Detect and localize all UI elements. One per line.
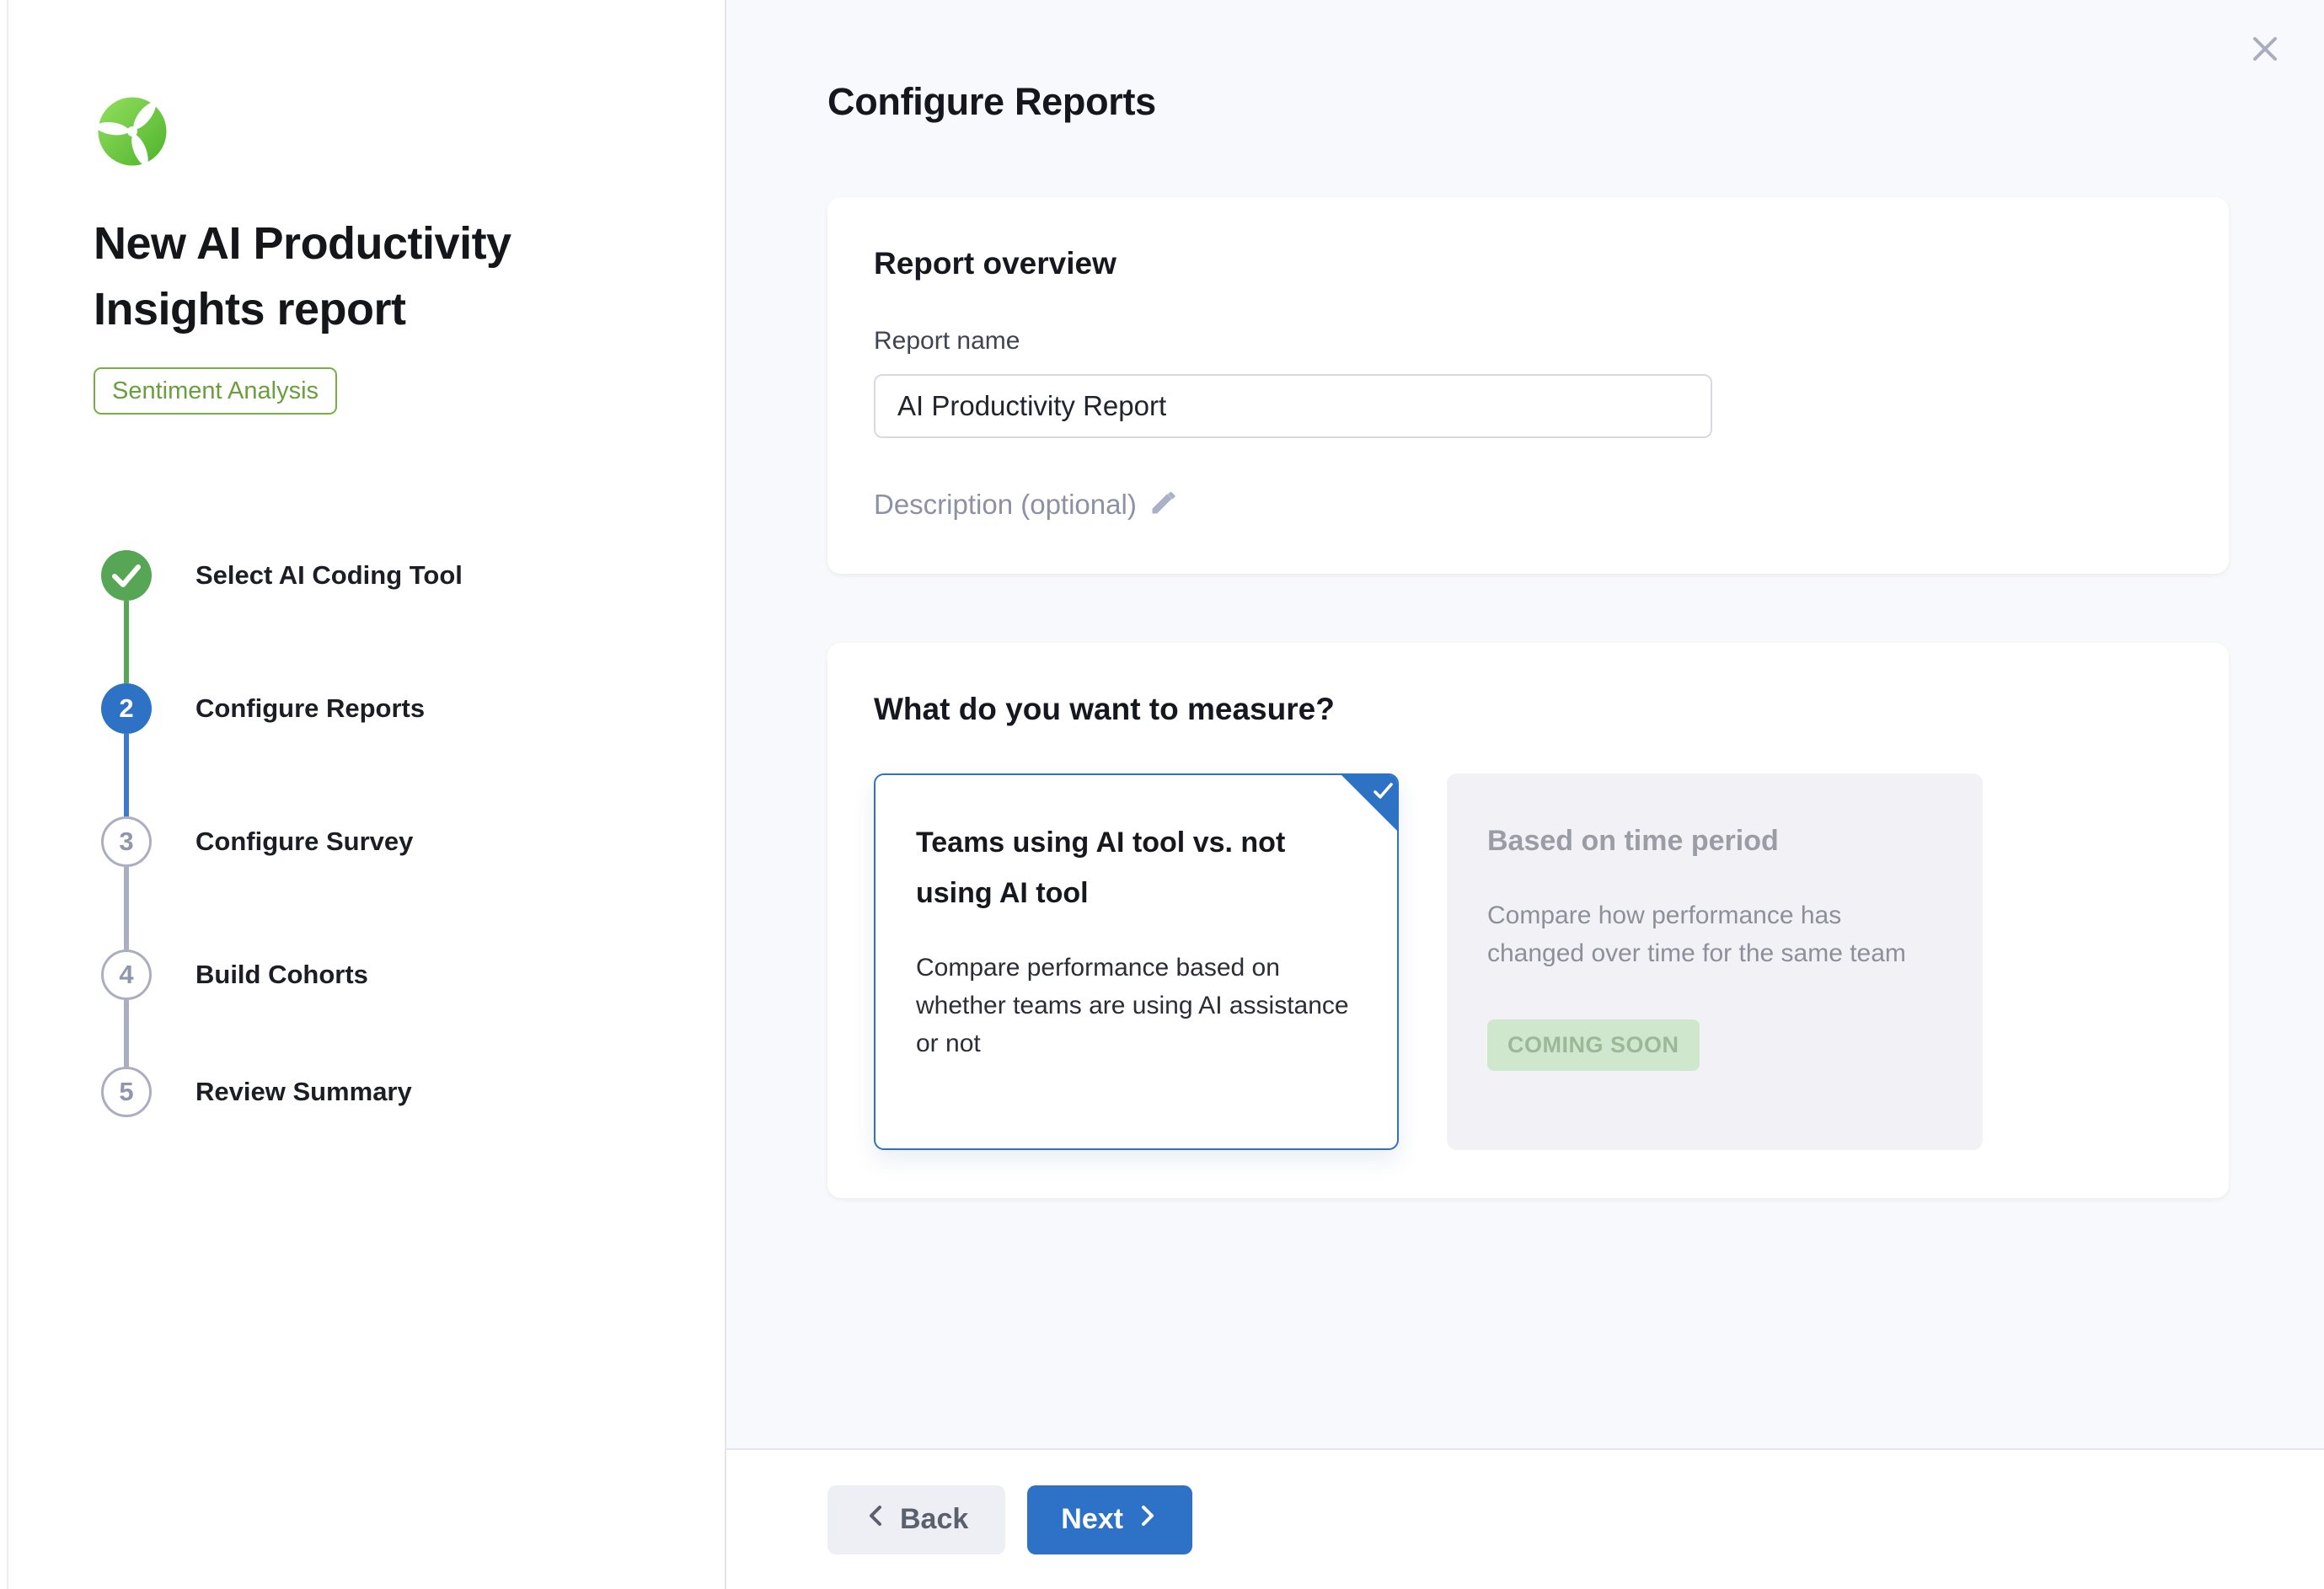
step-build-cohorts[interactable]: 4 Build Cohorts (94, 908, 674, 1083)
option-description: Compare how performance has changed over… (1487, 902, 1906, 967)
chevron-right-icon (1137, 1503, 1159, 1536)
step-number-badge: 3 (101, 816, 152, 867)
report-name-label: Report name (874, 327, 1020, 355)
edit-pencil-icon[interactable] (1149, 487, 1179, 522)
stepper: Select AI Coding Tool 2 Configure Report… (94, 509, 674, 1142)
step-review-summary[interactable]: 5 Review Summary (94, 1041, 674, 1142)
selected-check-icon (1341, 775, 1397, 831)
step-configure-survey[interactable]: 3 Configure Survey (94, 775, 674, 950)
step-label: Build Cohorts (195, 960, 368, 989)
option-based-on-time-period: Based on time period Compare how perform… (1447, 773, 1983, 1150)
coming-soon-badge: COMING SOON (1487, 1019, 1700, 1071)
report-name-input[interactable] (874, 374, 1712, 438)
propeller-logo-icon (94, 93, 171, 170)
description-label[interactable]: Description (optional) (874, 488, 1137, 520)
step-label: Configure Reports (195, 693, 426, 723)
left-edge-divider (7, 0, 8, 1589)
report-overview-card: Report overview Report name Description … (827, 197, 2229, 574)
report-type-badge: Sentiment Analysis (94, 367, 338, 415)
option-title: Teams using AI tool vs. not using AI too… (916, 827, 1286, 909)
measure-title: What do you want to measure? (874, 692, 1335, 726)
option-teams-using-ai-vs-not[interactable]: Teams using AI tool vs. not using AI too… (874, 773, 1399, 1150)
panel-title: Configure Reports (827, 80, 1156, 123)
configure-reports-panel: Configure Reports Report overview Report… (726, 0, 2324, 1589)
step-label: Review Summary (195, 1077, 412, 1106)
step-label: Configure Survey (195, 827, 414, 856)
back-button[interactable]: Back (827, 1485, 1006, 1554)
wizard-footer: Back Next (726, 1448, 2324, 1589)
close-icon[interactable] (2245, 29, 2285, 69)
measure-card: What do you want to measure? Teams using… (827, 643, 2229, 1198)
step-number-badge: 5 (101, 1067, 152, 1117)
next-button[interactable]: Next (1027, 1485, 1192, 1554)
step-number-badge: 4 (101, 950, 152, 1000)
option-title: Based on time period (1487, 825, 1779, 857)
step-configure-reports[interactable]: 2 Configure Reports (94, 642, 674, 816)
next-button-label: Next (1061, 1503, 1123, 1535)
step-number-badge: 2 (101, 683, 152, 734)
sidebar: New AI Productivity Insights report Sent… (0, 0, 726, 1589)
wizard-title: New AI Productivity Insights report (94, 218, 511, 334)
back-button-label: Back (900, 1503, 969, 1535)
chevron-left-icon (865, 1503, 886, 1536)
option-description: Compare performance based on whether tea… (916, 954, 1349, 1057)
step-select-ai-coding-tool[interactable]: Select AI Coding Tool (94, 509, 674, 683)
step-done-check-icon (101, 550, 152, 601)
step-label: Select AI Coding Tool (195, 560, 463, 590)
measure-options: Teams using AI tool vs. not using AI too… (874, 773, 2182, 1150)
description-row[interactable]: Description (optional) (874, 487, 2182, 522)
report-overview-title: Report overview (874, 246, 1116, 281)
